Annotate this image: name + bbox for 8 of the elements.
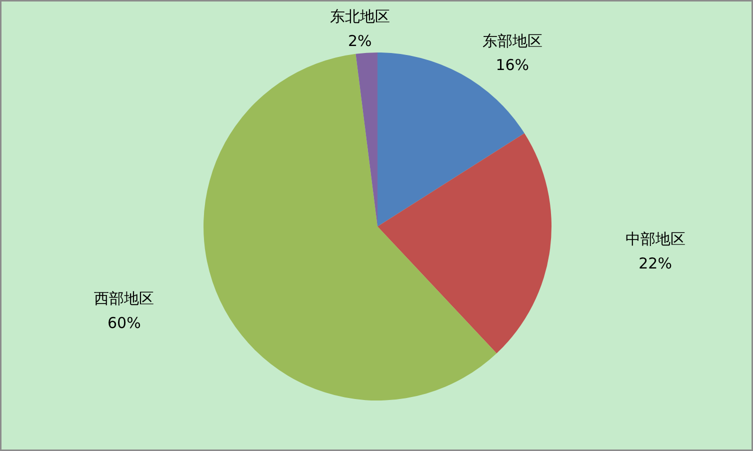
slice-label: 东北地区 [330,8,390,26]
data-label: 16% [496,56,530,74]
data-label: 22% [638,254,672,272]
slice-label: 东部地区 [482,32,542,50]
data-label: 60% [107,314,141,332]
data-label: 2% [348,32,372,50]
slice-label: 中部地区 [625,230,686,248]
slice-label: 西部地区 [94,290,154,308]
